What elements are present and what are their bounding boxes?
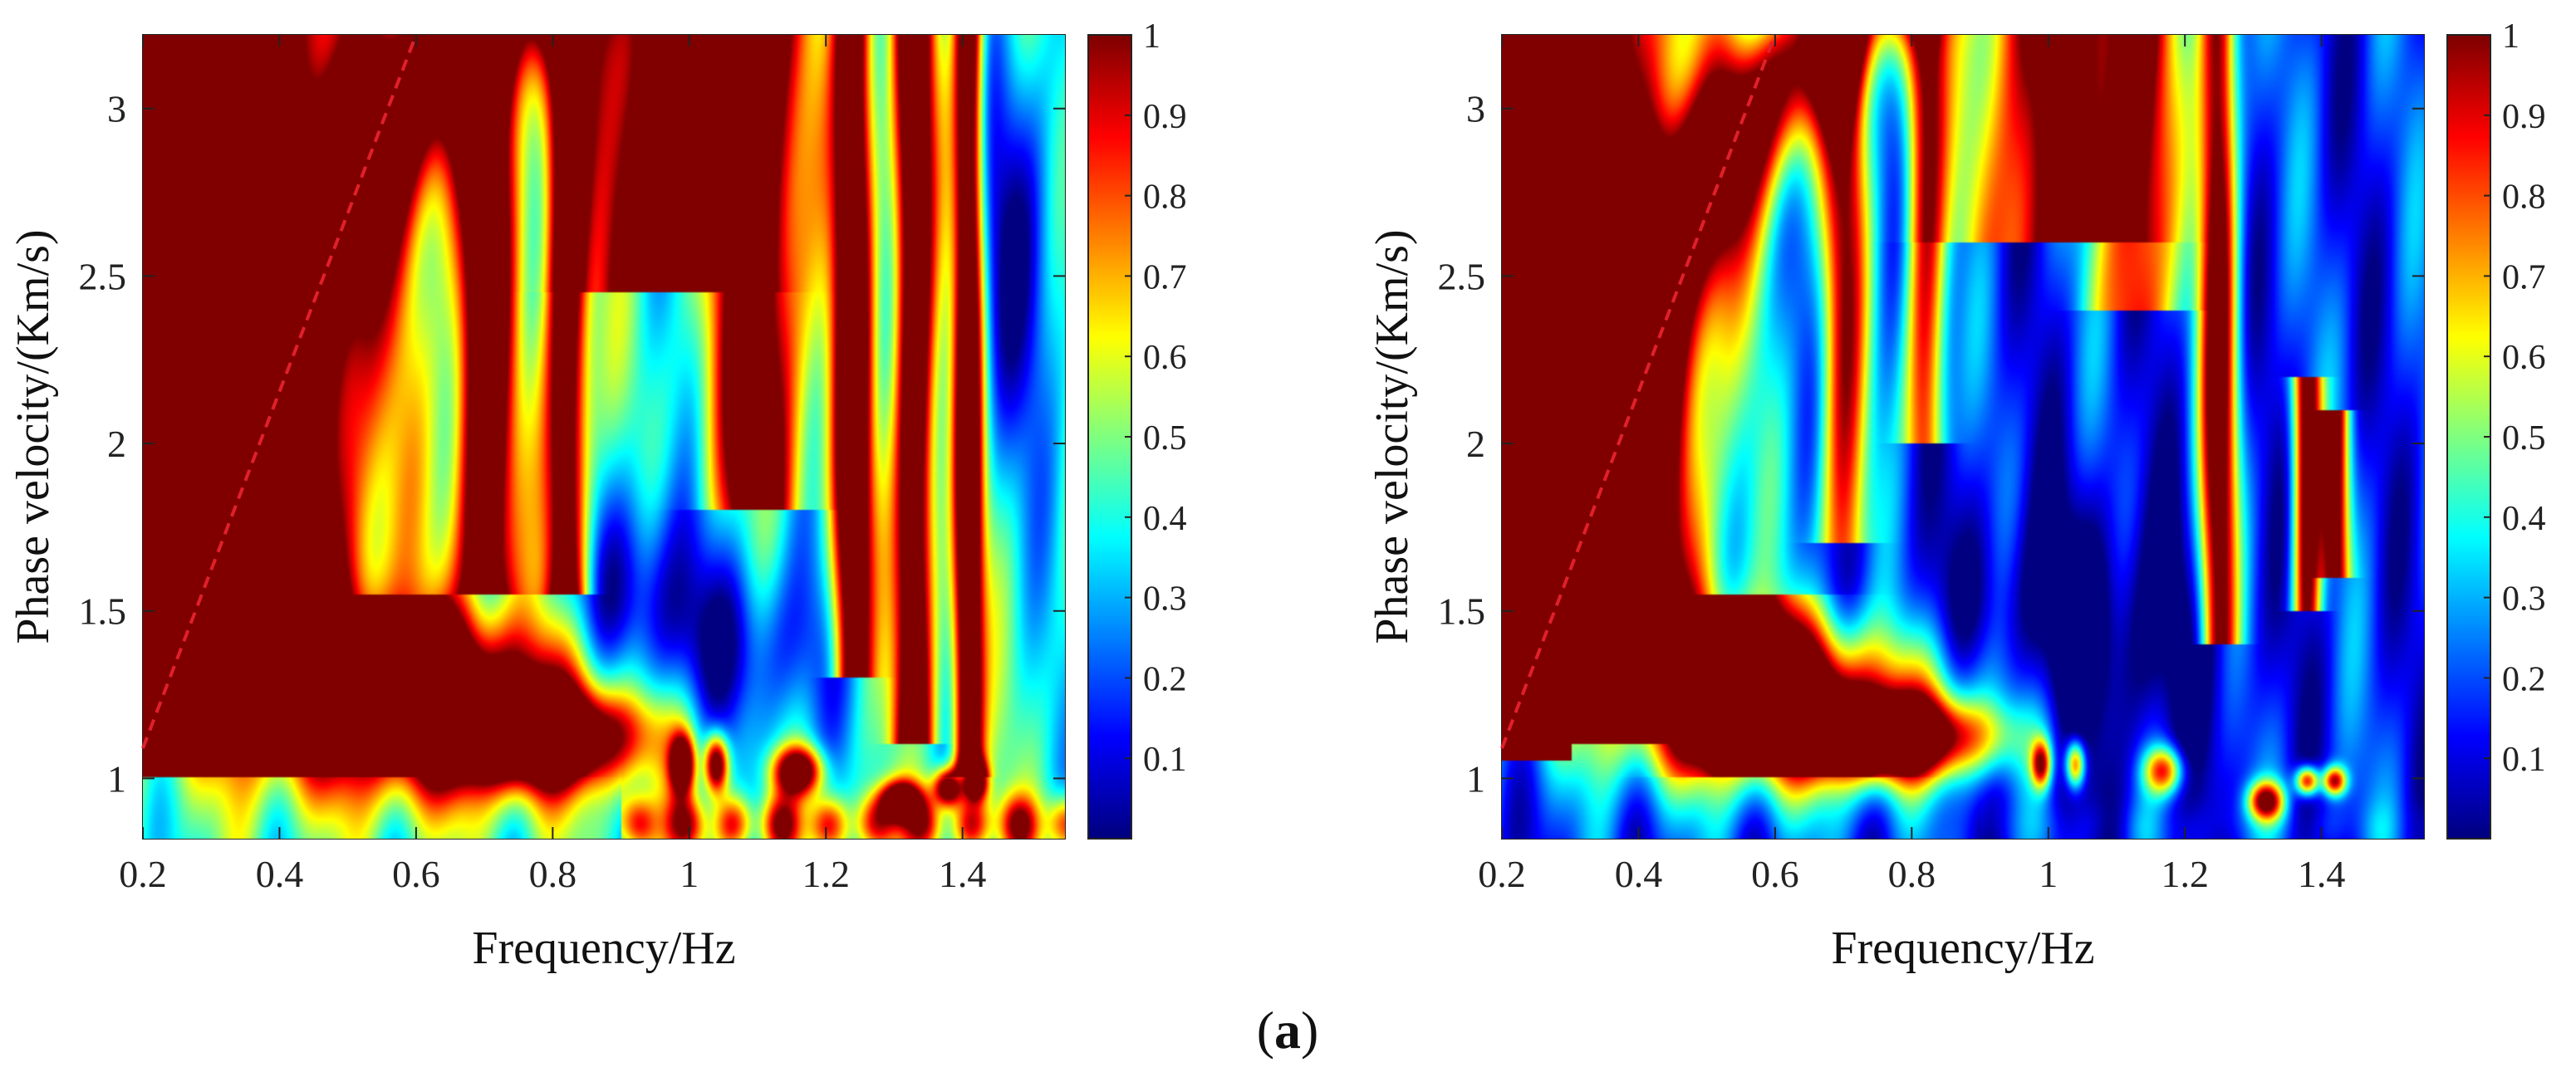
x-tick-label: 0.4 (256, 853, 304, 895)
x-axis-label-left: Frequency/Hz (472, 923, 735, 974)
colorbar-tick-label: 0.4 (1143, 500, 1187, 538)
figure-caption: (a) (1257, 1001, 1319, 1060)
colorbar-gradient-left (1088, 35, 1131, 839)
colorbar-tick-label: 0.1 (2502, 741, 2546, 779)
heatmap-panel-right: 0.2 0.4 0.6 0.8 1 1.2 1.4 1 1.5 2 2.5 3 Frequency/… (1367, 17, 2546, 974)
y-tick-label: 3 (1466, 88, 1485, 130)
colorbar-tick-label: 0.9 (2502, 98, 2546, 136)
colorbar-tick-label: 0.2 (1143, 660, 1187, 698)
y-tick-label: 2.5 (79, 255, 127, 297)
x-tick-label: 0.8 (529, 853, 577, 895)
x-tick-label: 1.4 (2298, 853, 2346, 895)
y-axis-label-left: Phase velocity/(Km/s) (7, 229, 59, 644)
x-tick-label: 0.2 (1478, 853, 1526, 895)
colorbar-tick-label: 0.1 (1143, 741, 1187, 779)
colorbar-tick-label: 0.8 (2502, 179, 2546, 217)
colorbar-tick-label: 0.5 (1143, 419, 1187, 458)
x-tick-label: 0.4 (1615, 853, 1663, 895)
caption-letter: a (1274, 1001, 1301, 1060)
colorbar-tick-label: 0.2 (2502, 660, 2546, 698)
y-tick-label: 3 (107, 88, 126, 130)
colorbar-tick-label: 0.7 (2502, 258, 2546, 296)
colorbar-tick-label: 0.3 (2502, 580, 2546, 619)
colorbar-right: 0.1 0.2 0.3 0.4 0.5 0.6 0.7 0.8 0.9 1 (2446, 17, 2546, 840)
colorbar-left: 0.1 0.2 0.3 0.4 0.5 0.6 0.7 0.8 0.9 1 (1087, 17, 1187, 840)
heatmap-panel-left: 0.2 0.4 0.6 0.8 1 1.2 1.4 1 1.5 2 2.5 3 Frequency/… (7, 17, 1187, 974)
x-tick-label: 0.8 (1888, 853, 1936, 895)
colorbar-tick-label: 0.4 (2502, 500, 2546, 538)
x-tick-label: 0.6 (392, 853, 440, 895)
dashed-reference-line-left (141, 34, 418, 749)
x-tick-label: 1 (680, 853, 699, 895)
y-tick-label: 1.5 (79, 590, 127, 633)
x-tick-label: 1.4 (939, 853, 987, 895)
x-tick-label: 0.2 (119, 853, 167, 895)
y-tick-label: 2.5 (1438, 255, 1486, 297)
x-tick-label: 1.2 (802, 853, 850, 895)
y-axis-label-right: Phase velocity/(Km/s) (1367, 229, 1418, 644)
heatmap-image-left (143, 35, 1065, 839)
colorbar-tick-label: 0.5 (2502, 419, 2546, 458)
colorbar-tick-label: 0.6 (2502, 339, 2546, 377)
y-tick-label: 2 (1466, 423, 1485, 465)
colorbar-tick-label: 0.6 (1143, 339, 1187, 377)
colorbar-tick-label: 0.3 (1143, 580, 1187, 619)
x-tick-label: 1 (2039, 853, 2058, 895)
y-tick-label: 2 (107, 423, 126, 465)
dashed-reference-line-right (1500, 34, 1777, 749)
colorbar-gradient-right (2447, 35, 2490, 839)
colorbar-tick-label: 1 (2502, 17, 2520, 56)
colorbar-tick-label: 1 (1143, 17, 1160, 56)
x-tick-label: 1.2 (2161, 853, 2209, 895)
colorbar-tick-label: 0.7 (1143, 258, 1187, 296)
colorbar-tick-label: 0.8 (1143, 179, 1187, 217)
y-tick-label: 1.5 (1438, 590, 1486, 633)
x-tick-label: 0.6 (1751, 853, 1799, 895)
y-tick-label: 1 (107, 757, 126, 800)
x-axis-label-right: Frequency/Hz (1831, 923, 2094, 974)
colorbar-tick-label: 0.9 (1143, 98, 1187, 136)
y-tick-label: 1 (1466, 757, 1485, 800)
heatmap-image-right (1502, 35, 2424, 839)
